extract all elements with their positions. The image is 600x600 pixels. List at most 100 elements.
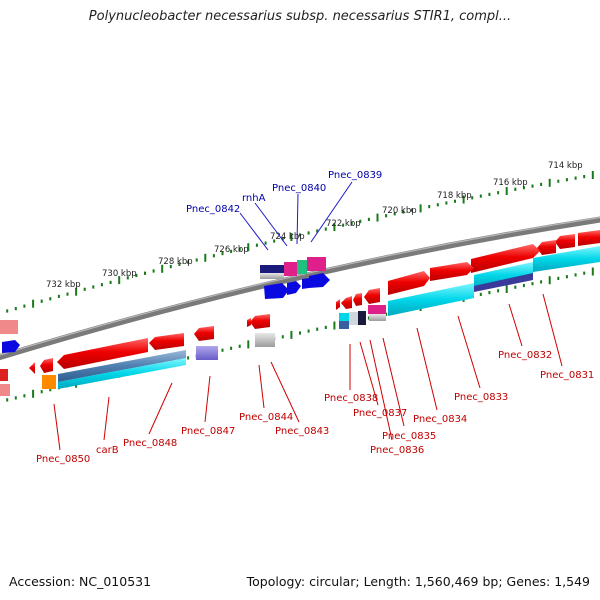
leader-line [416,327,438,411]
gene-block [260,265,284,273]
tick-label: 722 kbp [326,219,361,229]
cog-block [358,311,366,325]
tick-label: 726 kbp [214,245,249,255]
gene-label: Pnec_0838 [324,393,378,404]
leader-line [103,396,110,441]
genome-backbone [0,216,600,361]
gene-block [284,262,297,276]
cog-bar [388,283,474,316]
gene-arrow [149,333,184,350]
gene-label: Pnec_0842 [186,204,240,215]
leader-line [53,403,61,451]
gene-label: rnhA [242,193,266,204]
leader-line [254,202,288,247]
cog-block [349,312,358,325]
leader-line [310,181,353,243]
forward-strand-genes [0,230,600,396]
gene-label: Pnec_0834 [413,414,467,425]
cog-bar [474,262,533,289]
leader-line [542,293,563,367]
leader-line [508,303,523,347]
cog-bar [58,350,186,382]
label-leader-lines [53,181,563,451]
gene-arrow [2,340,20,353]
leader-line [258,364,265,409]
gene-label: Pnec_0835 [382,431,436,442]
cog-block [339,313,349,321]
tick-label: 718 kbp [437,191,472,201]
tick-label: 720 kbp [382,206,417,216]
cog-block [339,321,349,329]
cog-bar [474,273,533,292]
leader-line [204,375,211,423]
gene-arrow [471,244,540,273]
cog-block [196,346,218,360]
gene-arrow [353,293,362,306]
gene-label: Pnec_0850 [36,454,90,465]
cog-block [255,333,275,347]
gene-arrow [336,299,340,310]
gene-block [260,273,284,279]
tick-label: 728 kbp [158,257,193,267]
tick-label: 714 kbp [548,161,583,171]
map-title: Polynucleobacter necessarius subsp. nece… [88,9,512,24]
gene-arrow [578,230,600,246]
leader-line [239,212,269,251]
gene-arrow [341,296,352,309]
outer-tick-row [6,171,594,313]
gene-arrow [287,281,301,295]
cog-block [0,384,10,396]
scale-labels: 714 kbp 716 kbp 718 kbp 720 kbp 722 kbp … [46,161,583,290]
cog-block [0,369,8,381]
gene-label: carB [96,445,119,456]
accession-label: Accession: NC_010531 [9,574,152,589]
inner-tick-row [6,267,594,402]
cog-block [0,320,18,334]
gene-arrow [247,318,251,327]
gene-label: Pnec_0836 [370,445,424,456]
gene-arrow [57,338,148,369]
gene-arrow [555,234,575,249]
gene-label: Pnec_0844 [239,412,293,423]
tick-label: 732 kbp [46,280,81,290]
leader-line [296,193,299,245]
gene-arrow [364,288,380,304]
tick-label: 716 kbp [493,178,528,188]
gene-label: Pnec_0840 [272,183,326,194]
gene-label: Pnec_0831 [540,370,594,381]
gene-block [307,257,326,271]
gene-arrow [40,358,53,373]
reverse-gene-labels: Pnec_0842 rnhA Pnec_0840 Pnec_0839 [186,170,382,215]
gene-label: Pnec_0843 [275,426,329,437]
cog-bar [533,246,600,272]
gene-label: Pnec_0847 [181,426,235,437]
gene-arrow [430,262,474,281]
gene-label: Pnec_0833 [454,392,508,403]
gene-arrow [388,271,430,295]
reverse-strand-genes [2,257,330,353]
genome-backbone-highlight [0,216,600,356]
gene-arrow [309,273,330,288]
tick-label: 724 kbp [270,232,305,242]
cog-block [369,314,386,321]
gene-label: Pnec_0848 [123,438,177,449]
genome-stats-label: Topology: circular; Length: 1,560,469 bp… [246,574,590,589]
tick-label: 730 kbp [102,269,137,279]
gene-block [297,260,307,274]
leader-line [382,337,405,427]
leader-line [270,361,300,423]
leader-line [359,341,379,406]
gene-arrow [194,326,214,341]
gene-label: Pnec_0832 [498,350,552,361]
gene-arrow [29,362,35,374]
gene-arrow [264,283,289,299]
gene-arrow [537,240,556,255]
cog-block [42,375,56,389]
cog-block [368,305,386,314]
gene-label: Pnec_0839 [328,170,382,181]
forward-gene-labels: Pnec_0832 Pnec_0831 Pnec_0833 Pnec_0834 … [36,350,594,465]
leader-line [457,315,481,389]
gene-label: Pnec_0837 [353,408,407,419]
leader-line [369,339,393,441]
